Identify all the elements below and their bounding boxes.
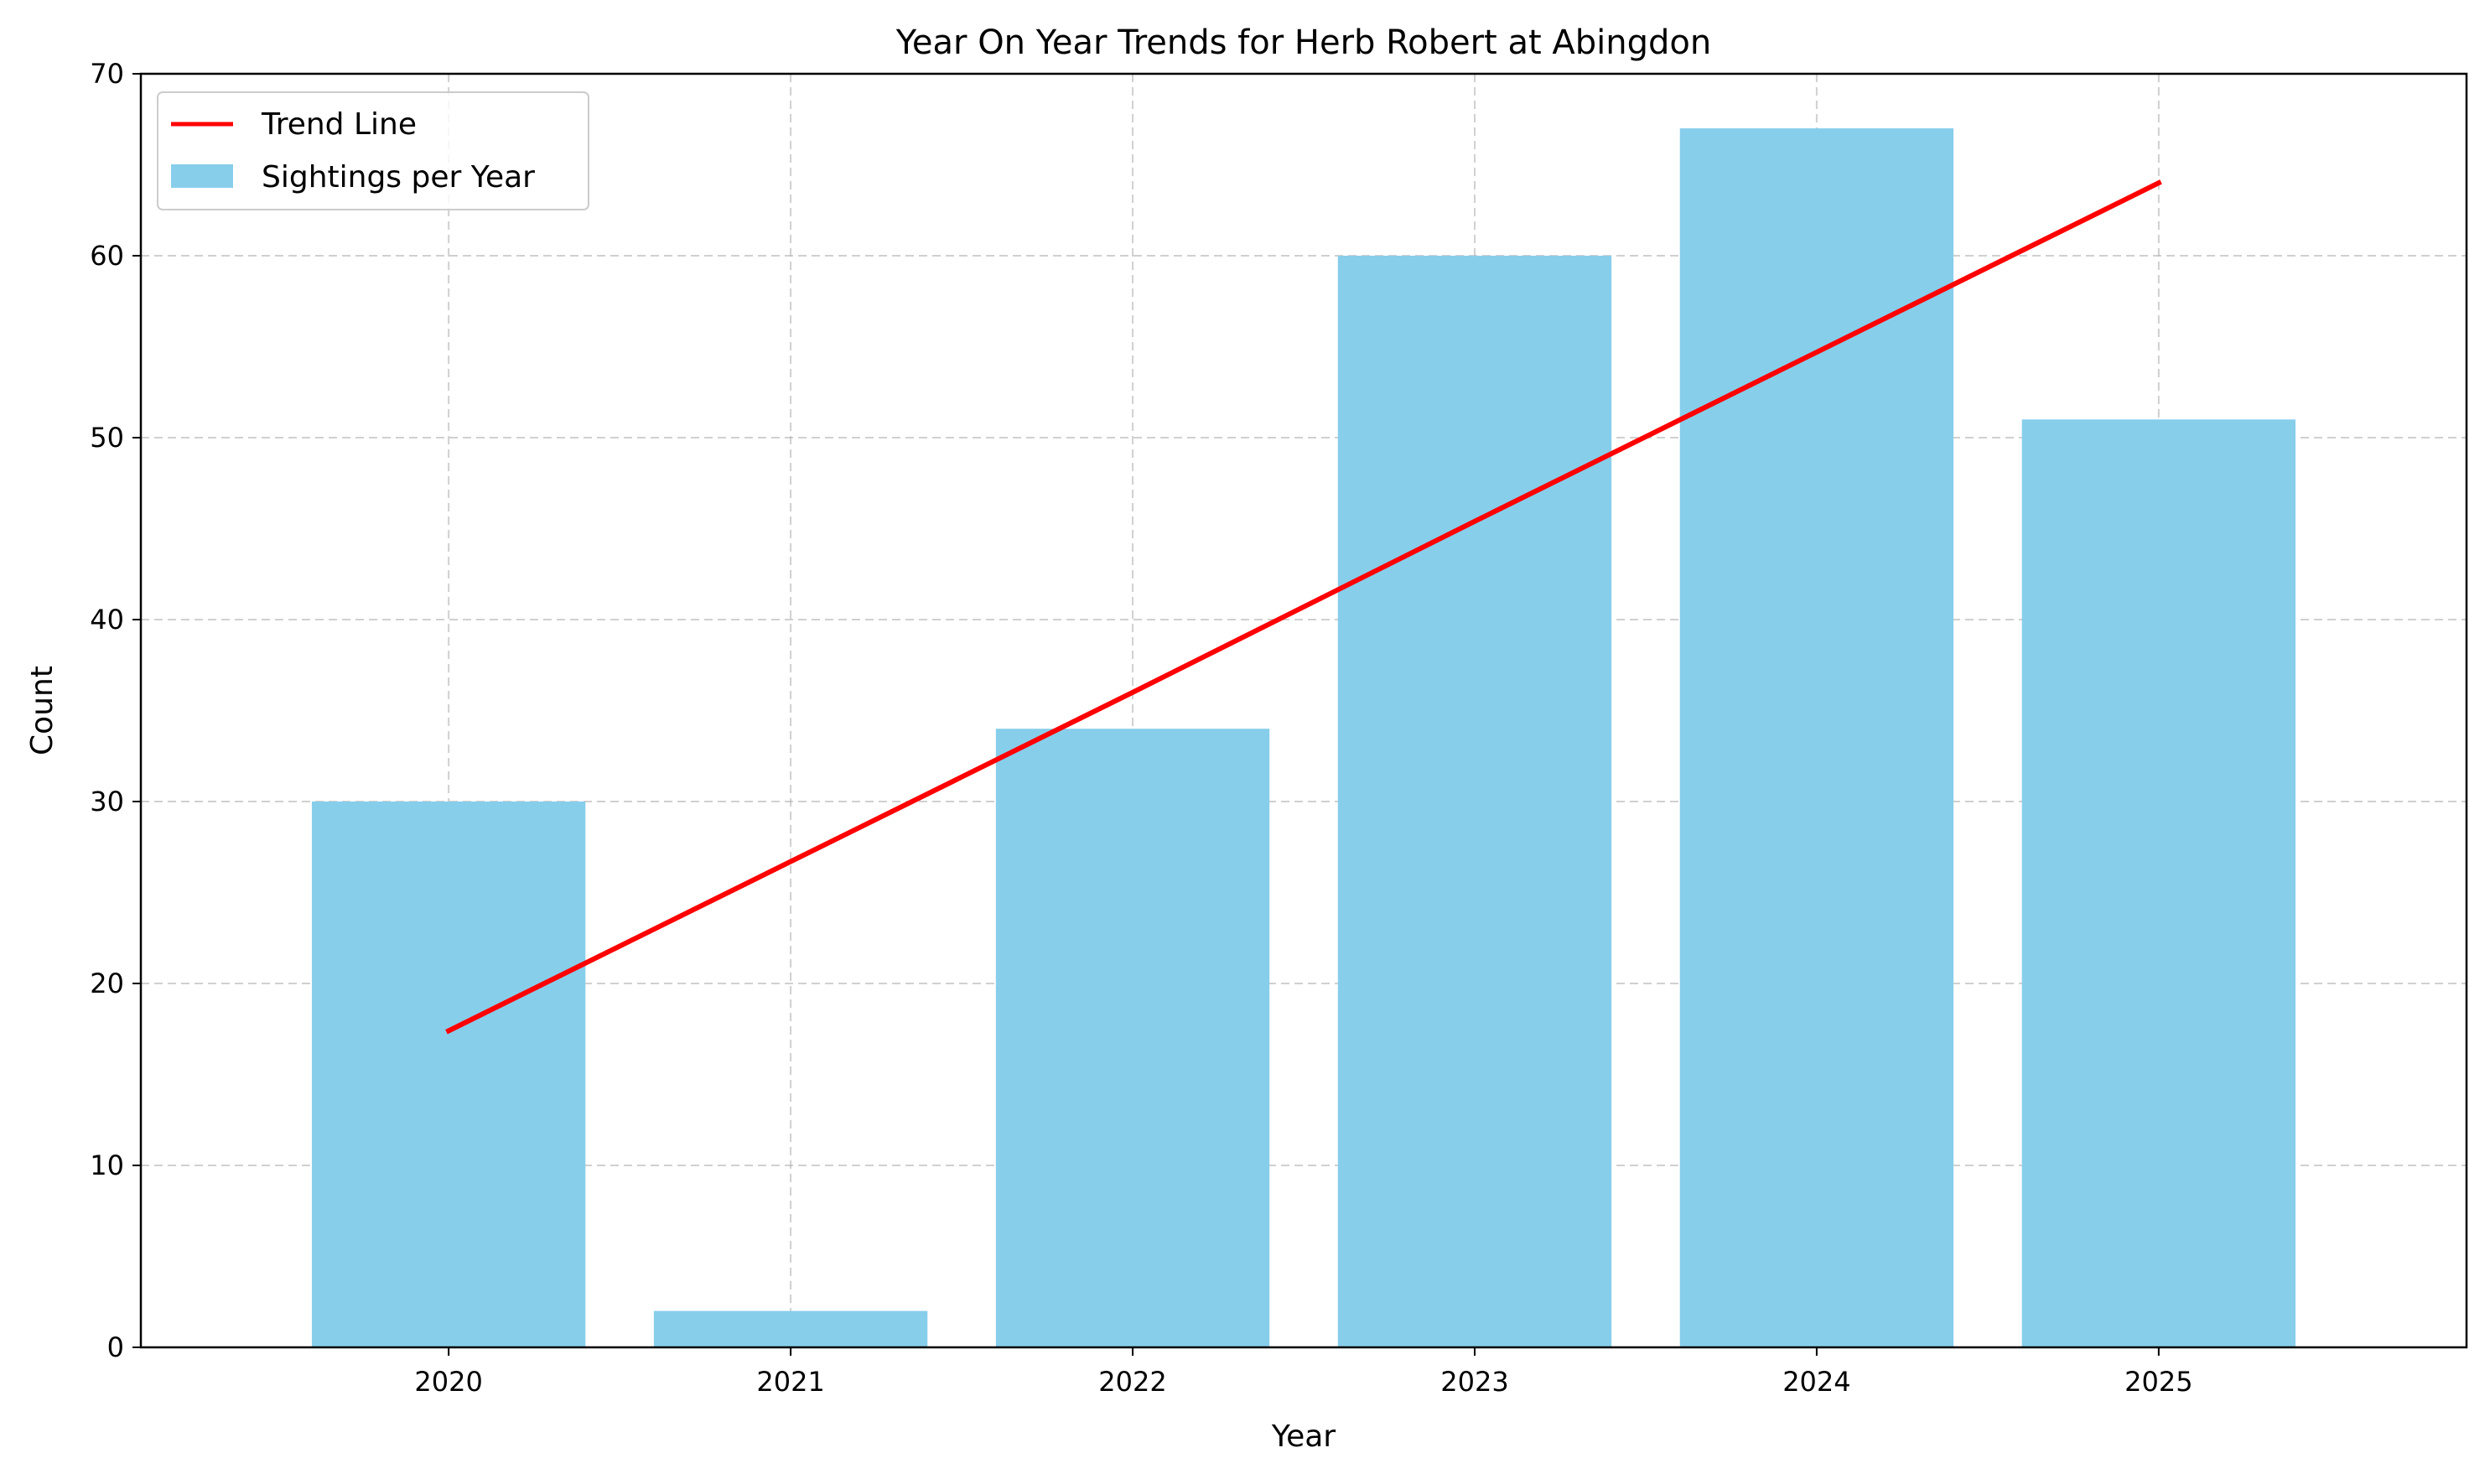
legend: Trend Line Sightings per Year [157,91,589,210]
y-tick-label: 30 [90,786,124,817]
bar-2025 [2021,419,2296,1347]
y-tick-label: 40 [90,604,124,636]
trend-line [445,179,2162,1035]
x-tick-label: 2020 [414,1366,482,1398]
x-tick-label: 2022 [1098,1366,1166,1398]
plot-frame [139,72,2468,1349]
x-tick-label: 2021 [756,1366,824,1398]
y-axis-ticks: 0 10 20 30 40 50 60 70 [90,58,141,1363]
trend-line-series [445,179,2162,1035]
y-tick-label: 70 [90,58,124,90]
bar-2021 [653,1310,928,1347]
x-tick-label: 2023 [1440,1366,1508,1398]
bar-2020 [311,802,586,1347]
bar-2023 [1337,256,1612,1347]
x-axis-ticks: 2020 2021 2022 2023 2024 2025 [414,1347,2193,1398]
chart-title: Year On Year Trends for Herb Robert at A… [895,23,1711,62]
legend-label-sightings: Sightings per Year [262,160,535,195]
legend-label-trend-line: Trend Line [261,107,417,142]
x-axis-label: Year [1271,1419,1336,1454]
legend-box [157,91,589,210]
y-tick-label: 10 [90,1149,124,1181]
y-axis-label: Count [25,666,60,755]
x-tick-label: 2024 [1782,1366,1850,1398]
y-tick-label: 50 [90,422,124,454]
y-tick-label: 0 [107,1331,124,1363]
x-tick-label: 2025 [2124,1366,2192,1398]
bar-series [311,128,2296,1348]
legend-sightings-swatch [171,164,233,188]
bar-2024 [1679,128,1954,1348]
bar-2022 [995,729,1270,1347]
y-tick-label: 20 [90,968,124,999]
y-tick-label: 60 [90,240,124,272]
